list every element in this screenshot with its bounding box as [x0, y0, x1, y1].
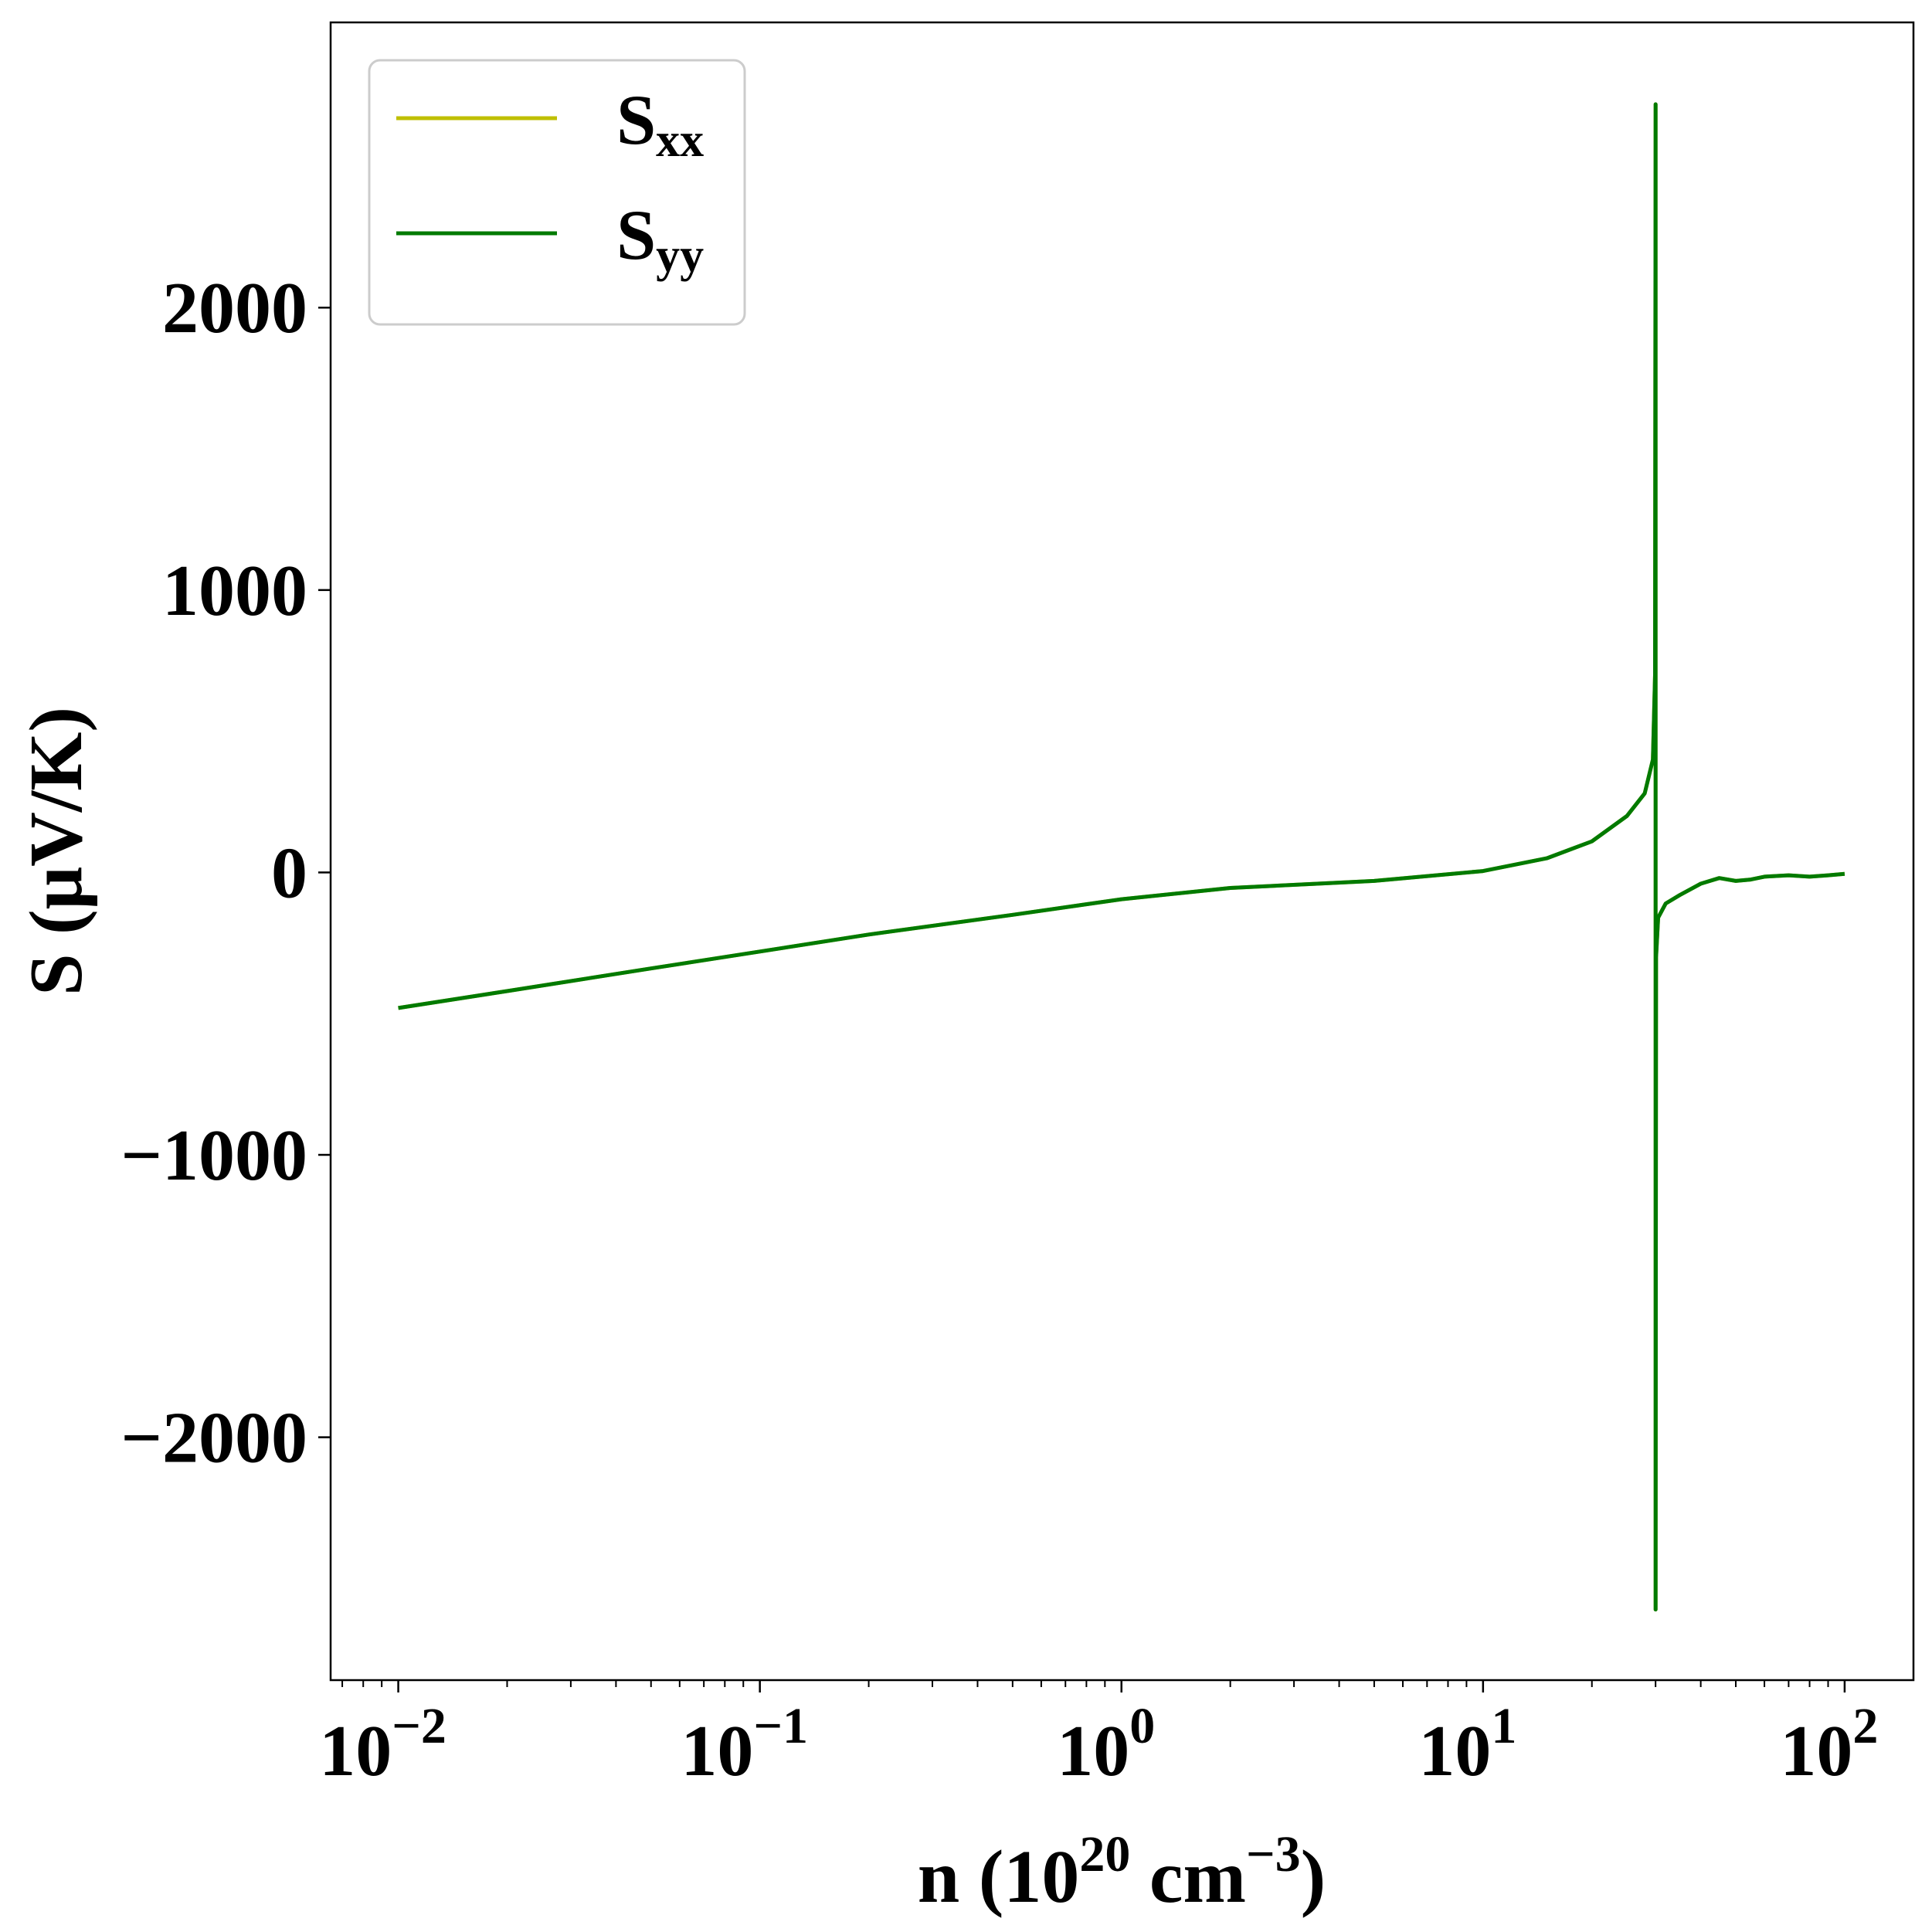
y-axis-title: S (μV/K) — [15, 707, 98, 996]
x-axis-title: n (1020 cm−3) — [918, 1826, 1326, 1919]
legend-label-syy: Syy — [616, 195, 704, 282]
legend-box — [368, 59, 746, 326]
x-tick-label: 10−1 — [681, 1698, 808, 1791]
legend: Sxx Syy — [368, 59, 746, 326]
y-tick-label: 2000 — [162, 268, 307, 348]
y-tick-label: −1000 — [121, 1115, 307, 1196]
x-tick-label: 102 — [1780, 1698, 1878, 1791]
x-tick-label: 10−2 — [319, 1698, 446, 1791]
x-tick-label: 100 — [1057, 1698, 1155, 1791]
plot-lines — [398, 102, 1845, 1612]
y-axis-ticks: 2000 1000 0 −1000 −2000 — [121, 268, 331, 1479]
series-line-yy — [398, 102, 1845, 1612]
x-axis-ticks: 10−2 10−1 100 101 102 — [319, 1680, 1878, 1791]
y-tick-label: −2000 — [121, 1398, 307, 1479]
x-tick-label: 101 — [1418, 1698, 1516, 1791]
y-tick-label: 1000 — [162, 551, 307, 631]
y-tick-label: 0 — [271, 833, 307, 913]
legend-label-sxx: Sxx — [616, 80, 704, 167]
